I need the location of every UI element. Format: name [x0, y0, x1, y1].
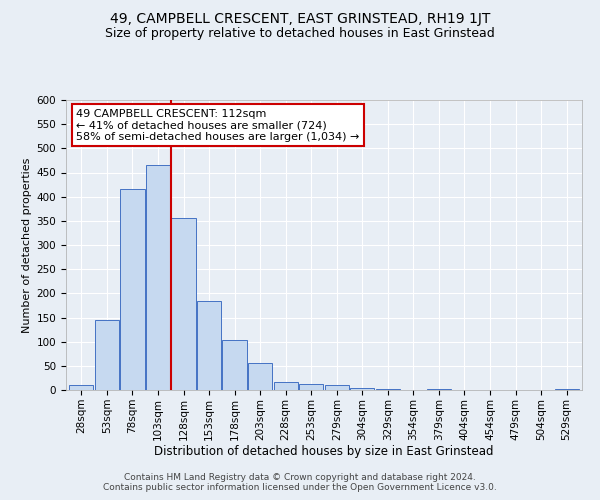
Bar [223, 340, 247, 390]
Bar [274, 382, 298, 390]
Bar [350, 388, 374, 390]
Bar [95, 320, 119, 390]
Bar [146, 165, 170, 390]
Bar [554, 388, 579, 390]
Bar [120, 190, 145, 390]
Text: Contains HM Land Registry data © Crown copyright and database right 2024.
Contai: Contains HM Land Registry data © Crown c… [103, 473, 497, 492]
Text: 49 CAMPBELL CRESCENT: 112sqm
← 41% of detached houses are smaller (724)
58% of s: 49 CAMPBELL CRESCENT: 112sqm ← 41% of de… [76, 108, 359, 142]
X-axis label: Distribution of detached houses by size in East Grinstead: Distribution of detached houses by size … [154, 446, 494, 458]
Bar [376, 388, 400, 390]
Bar [69, 385, 94, 390]
Bar [299, 384, 323, 390]
Bar [427, 388, 451, 390]
Y-axis label: Number of detached properties: Number of detached properties [22, 158, 32, 332]
Bar [325, 385, 349, 390]
Bar [197, 300, 221, 390]
Bar [172, 218, 196, 390]
Text: 49, CAMPBELL CRESCENT, EAST GRINSTEAD, RH19 1JT: 49, CAMPBELL CRESCENT, EAST GRINSTEAD, R… [110, 12, 490, 26]
Bar [248, 364, 272, 390]
Text: Size of property relative to detached houses in East Grinstead: Size of property relative to detached ho… [105, 28, 495, 40]
